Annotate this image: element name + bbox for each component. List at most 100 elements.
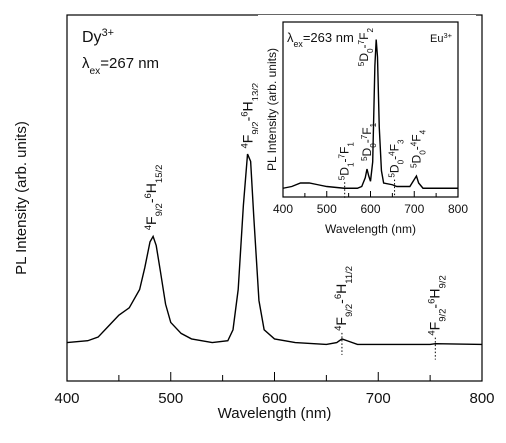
label-part: 6 [426, 299, 437, 304]
label-part: 5 [409, 163, 418, 168]
label-part: D [409, 154, 423, 163]
label-part: 5 [360, 156, 369, 161]
label-part: D [388, 164, 402, 173]
label-part: 3+ [102, 27, 114, 39]
rich-label: 5D0-7F1 [360, 122, 378, 161]
label-part: - [143, 198, 159, 203]
x-tick-label: 400 [273, 202, 293, 216]
label-part: H [333, 284, 349, 294]
label-part: F [338, 147, 352, 154]
label-part: 6 [239, 111, 250, 116]
label-part: - [240, 116, 256, 121]
label-part: H [426, 288, 442, 298]
rich-label: 4F9/2-6H15/2 [143, 165, 165, 231]
rich-label: Dy3+ [82, 27, 114, 46]
label-part: =267 nm [100, 55, 159, 72]
inset-background [258, 15, 476, 243]
label-part: 1 [369, 122, 378, 127]
rich-label: 4F9/2-6H9/2 [426, 275, 448, 335]
label-part: Eu [430, 33, 443, 45]
label-part: F [143, 216, 159, 225]
label-part: H [240, 101, 256, 111]
label-part: 1 [346, 142, 355, 147]
x-axis-label: Wavelength (nm) [325, 222, 416, 236]
label-part: D [338, 167, 352, 176]
label-part: 13/2 [250, 83, 261, 102]
x-tick-label: 700 [404, 202, 424, 216]
x-tick-label: 700 [366, 390, 391, 407]
rich-label: 5D1-7F1 [337, 142, 355, 181]
label-part: 0 [396, 159, 405, 164]
rich-label: Eu3+ [430, 31, 452, 46]
label-part: 9/2 [437, 275, 448, 288]
x-tick-label: 600 [360, 202, 380, 216]
label-part: - [360, 139, 374, 143]
rich-label: λex=267 nm [82, 55, 159, 77]
label-part: 7 [337, 153, 346, 158]
label-part: Dy [82, 29, 102, 46]
x-tick-label: 800 [448, 202, 468, 216]
label-part: F [357, 33, 371, 40]
label-part: 5 [337, 175, 346, 180]
label-part: 3 [396, 139, 405, 144]
label-part: 5 [387, 173, 396, 178]
label-part: F [360, 127, 374, 134]
label-part: F [333, 317, 349, 326]
x-tick-label: 500 [158, 390, 183, 407]
label-part: 4 [143, 224, 154, 230]
label-part: ex [90, 66, 101, 77]
label-part: 0 [418, 150, 427, 155]
label-part: F [240, 135, 256, 144]
label-part: 11/2 [343, 266, 354, 284]
label-part: - [333, 299, 349, 304]
rich-label: 4F9/2-6H11/2 [332, 266, 354, 331]
label-part: 3+ [443, 31, 452, 40]
label-part: 6 [143, 193, 154, 198]
spectrum-line [66, 153, 483, 346]
label-part: 4 [409, 141, 418, 146]
rich-label: 5D0-7F2 [357, 28, 375, 67]
label-part: 0 [366, 48, 375, 53]
label-part: =263 nm [303, 30, 354, 45]
spectrum-line [282, 39, 458, 189]
label-part: F [388, 144, 402, 151]
label-part: - [357, 44, 371, 48]
x-tick-label: 400 [54, 390, 79, 407]
label-part: 9/2 [250, 121, 261, 134]
label-part: H [143, 183, 159, 193]
label-part: 4 [239, 143, 250, 149]
rich-label: λex=263 nm [287, 30, 354, 49]
label-part: 9/2 [437, 309, 448, 322]
label-part: F [409, 134, 423, 141]
label-part: 5 [357, 61, 366, 66]
rich-label: 5D0-4F3 [387, 139, 405, 178]
label-part: - [426, 304, 442, 309]
label-part: D [360, 147, 374, 156]
label-part: - [388, 156, 402, 160]
x-tick-label: 500 [317, 202, 337, 216]
label-part: 9/2 [343, 304, 354, 317]
label-part: 4 [418, 129, 427, 134]
x-tick-label: 600 [262, 390, 287, 407]
x-axis-label: Wavelength (nm) [218, 405, 332, 422]
label-part: 4 [426, 330, 437, 336]
rich-label: 4F9/2-6H13/2 [239, 83, 261, 149]
label-part: 2 [366, 28, 375, 33]
label-part: 1 [346, 162, 355, 167]
rich-label: 5D0-4F4 [409, 129, 427, 168]
x-tick-label: 800 [469, 390, 494, 407]
label-part: 7 [360, 134, 369, 139]
y-axis-label: PL Intensity (arb. units) [13, 121, 30, 275]
label-part: 4 [332, 325, 343, 331]
label-part: F [426, 322, 442, 331]
label-part: - [409, 146, 423, 150]
y-axis-label: PL Intensity (arb. units) [265, 48, 279, 171]
label-part: λ [287, 30, 294, 45]
label-part: - [338, 158, 352, 162]
label-part: λ [82, 55, 90, 72]
label-part: 9/2 [154, 203, 165, 216]
label-part: 6 [332, 294, 343, 299]
